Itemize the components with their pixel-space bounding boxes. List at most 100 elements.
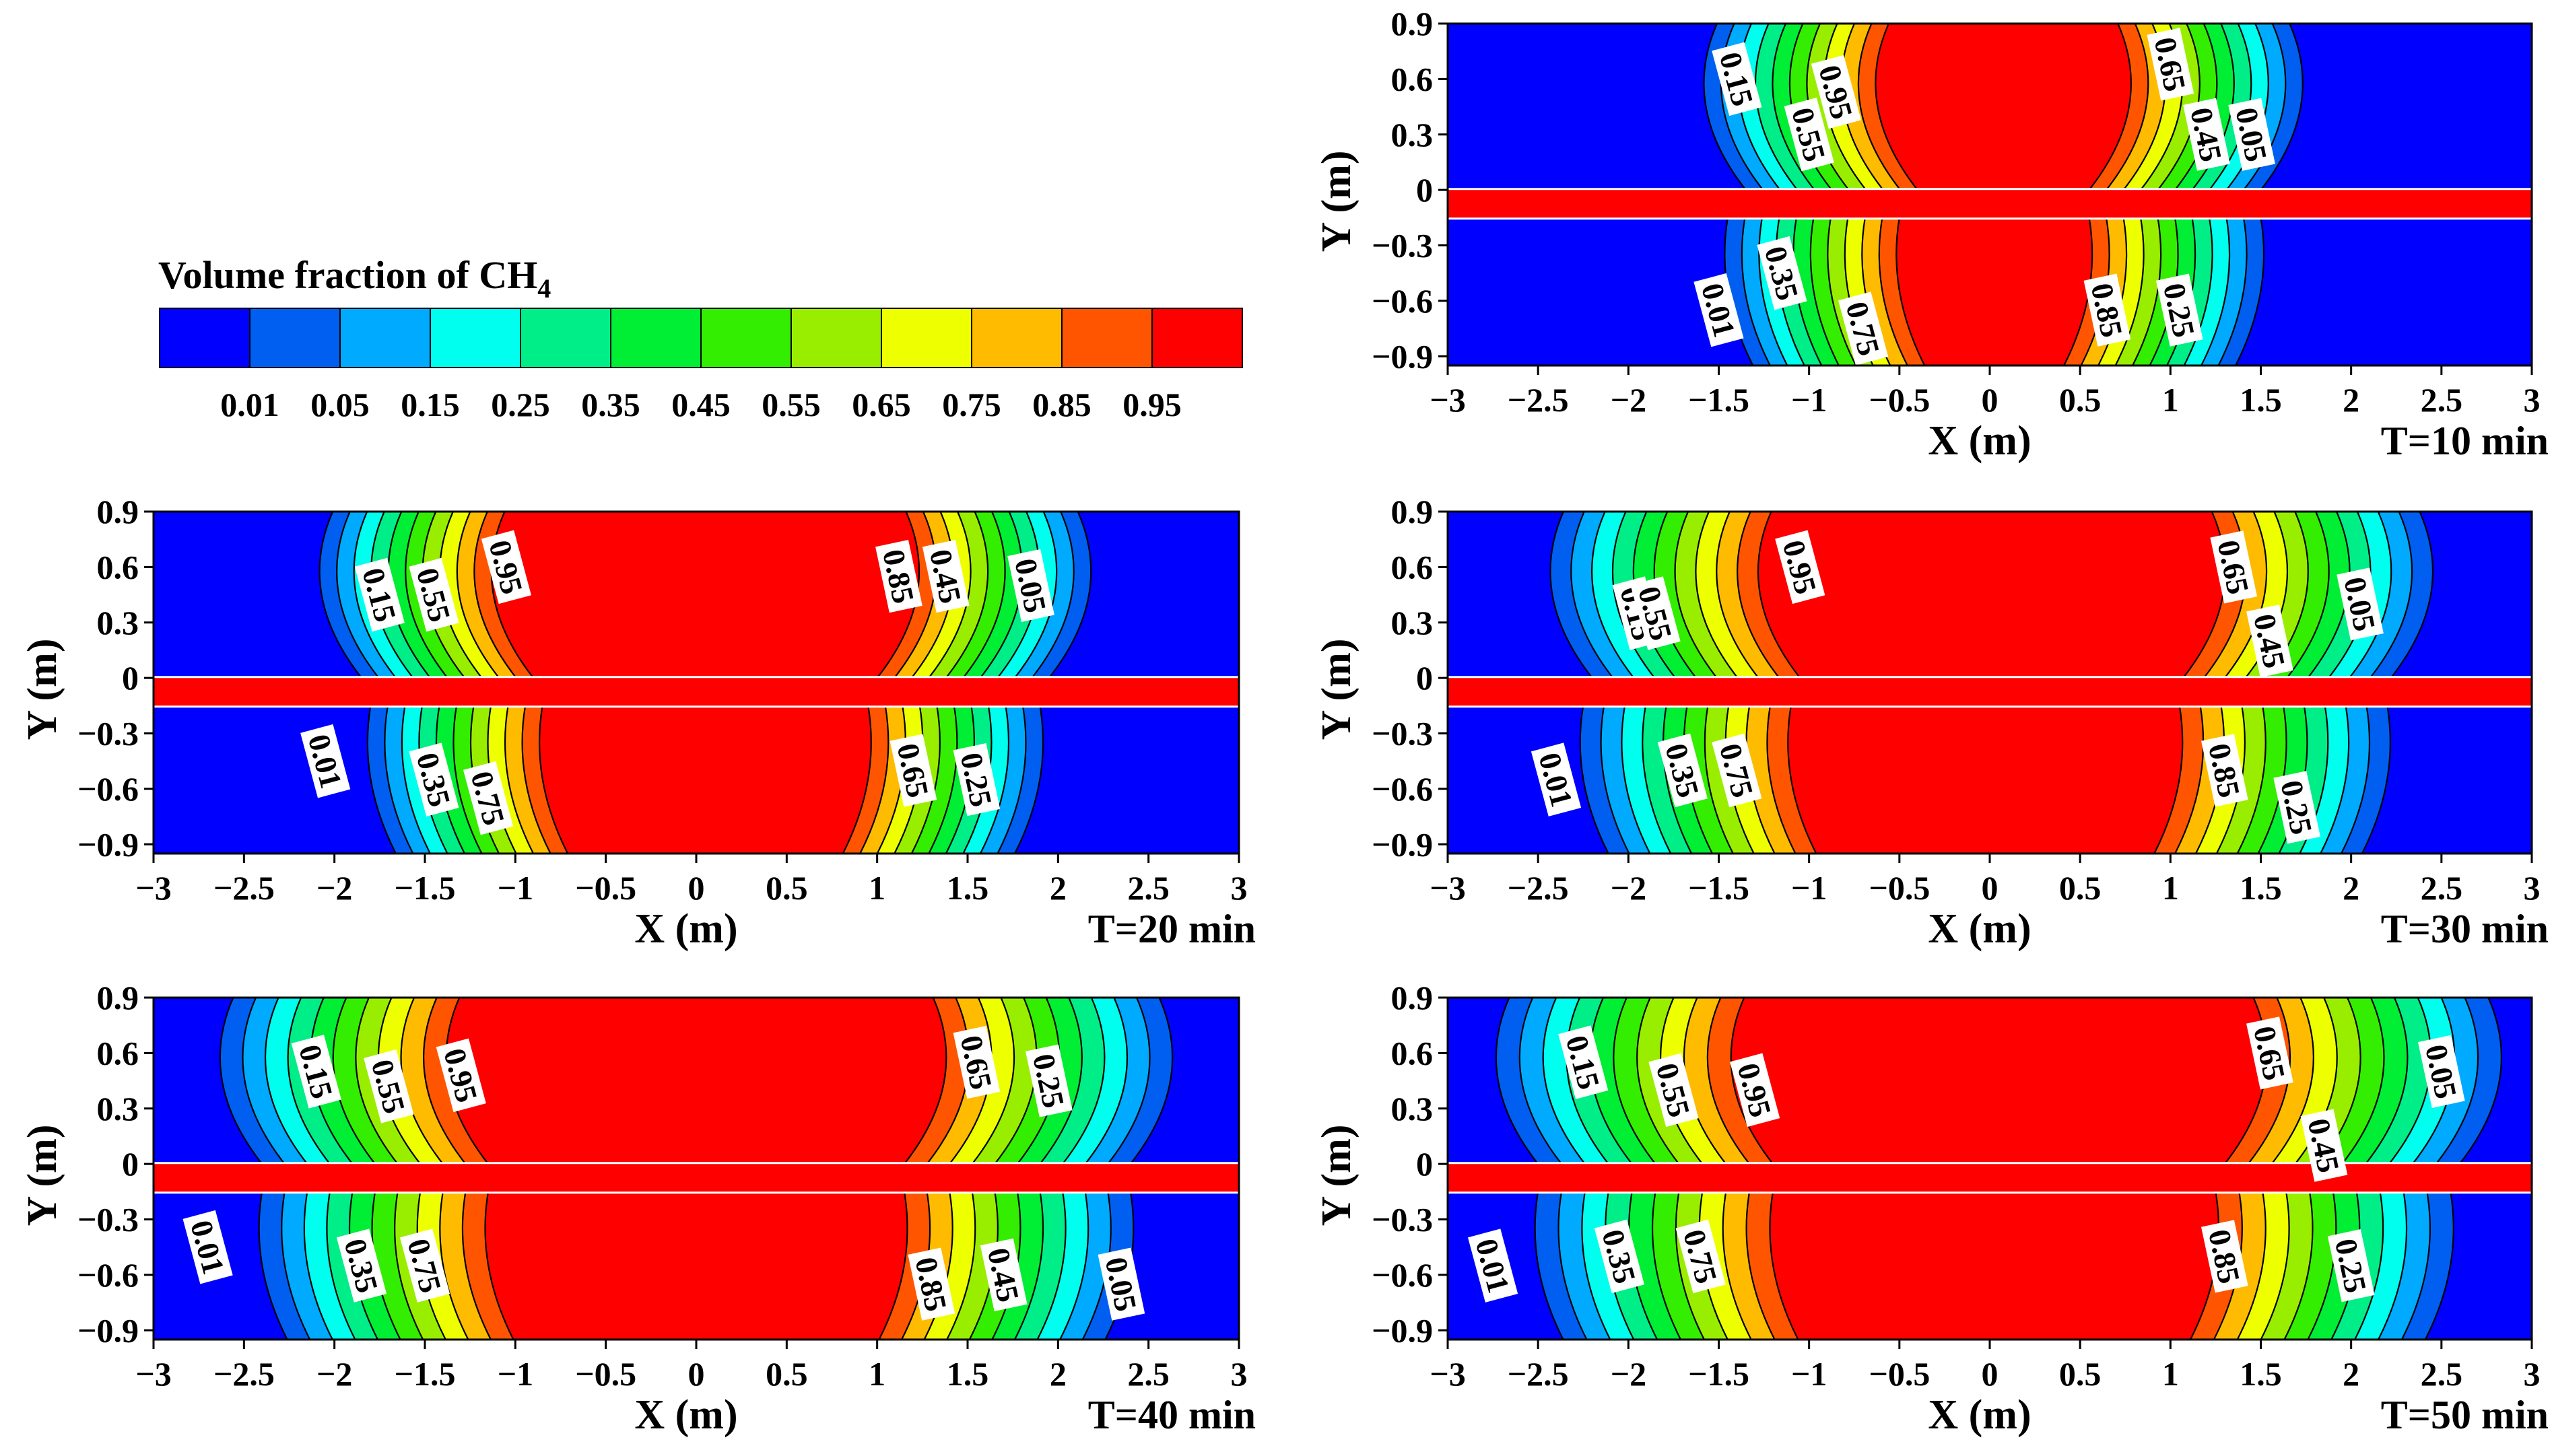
contour-label-bg (1730, 1053, 1780, 1128)
x-tick-label: −0.5 (1869, 869, 1930, 907)
contour-label: 0.15 (354, 557, 405, 632)
x-tick-label: −1.5 (1688, 1355, 1749, 1393)
y-tick-label: 0.6 (1391, 1034, 1434, 1072)
x-tick-label: 0.5 (2059, 869, 2102, 907)
y-tick-label: −0.3 (77, 1201, 139, 1239)
x-tick-label: −3 (1430, 1355, 1466, 1393)
x-tick-label: −3 (1430, 869, 1466, 907)
time-label: T=40 min (1088, 1393, 1256, 1437)
colorbar-level-label: 0.15 (401, 386, 460, 423)
y-tick-label: 0.3 (1391, 1090, 1434, 1128)
contour-label: 0.01 (1531, 742, 1582, 817)
x-axis-label: X (m) (634, 1392, 737, 1438)
contour-band-upper (1730, 998, 2268, 1165)
y-tick-label: 0.3 (1391, 116, 1434, 153)
time-label: T=30 min (2381, 907, 2549, 951)
contour-label-bg (2083, 273, 2131, 347)
x-tick-label: 0 (688, 1355, 705, 1393)
contour-label: 0.45 (922, 540, 970, 613)
x-tick-label: 0 (1982, 869, 1999, 907)
x-tick-label: −3 (135, 869, 172, 907)
y-tick-label: 0.9 (1391, 5, 1434, 42)
contour-label-bg (1712, 733, 1762, 808)
x-tick-label: −2 (1611, 869, 1647, 907)
contour-label-bg (481, 530, 531, 604)
contour-band-lower (538, 705, 872, 854)
y-tick-label: 0 (1416, 171, 1433, 209)
x-tick-label: 0.5 (766, 869, 808, 907)
contour-label: 0.55 (1630, 576, 1681, 650)
contour-label-bg (1693, 273, 1744, 347)
x-tick-label: 1 (869, 869, 885, 907)
x-tick-label: 0 (1982, 1355, 1999, 1393)
colorbar-level-label: 0.05 (310, 386, 370, 423)
x-tick-label: 2 (1050, 869, 1067, 907)
colorbar-level-label: 0.85 (1032, 386, 1092, 423)
x-tick-label: 3 (1231, 869, 1248, 907)
x-tick-label: 3 (2524, 381, 2541, 419)
y-tick-label: −0.9 (1372, 1311, 1433, 1349)
x-tick-label: −1 (498, 1355, 534, 1393)
contour-label-bg (2327, 1229, 2375, 1303)
colorbar-swatch (159, 308, 250, 368)
contour-label-bg (1594, 1219, 1645, 1294)
contour-label-bg (2246, 1016, 2293, 1090)
colorbar-level-label: 0.95 (1122, 386, 1182, 423)
x-tick-label: −2.5 (1508, 869, 1569, 907)
y-tick-label: 0 (1416, 659, 1433, 697)
contour-label-bg (2273, 771, 2321, 844)
contour-band-lower (1769, 1191, 2220, 1340)
x-tick-label: 1 (2162, 381, 2179, 419)
x-tick-label: −1.5 (1688, 869, 1749, 907)
plot-area: 0.15 0.55 0.95 0.85 0.45 0.050.01 0.35 0.75 0.65… (154, 512, 1239, 854)
colorbar-level-label: 0.35 (581, 386, 640, 423)
y-tick-label: −0.9 (1372, 337, 1433, 375)
contour-label-bg (2246, 604, 2293, 678)
contour-label-bg (1775, 530, 1825, 604)
x-tick-label: 2.5 (2421, 869, 2463, 907)
colorbar-swatch (339, 308, 431, 368)
contour-label-bg (889, 734, 937, 807)
contour-label-bg (1630, 576, 1681, 650)
contour-label: 0.85 (908, 1247, 955, 1321)
y-tick-label: 0.6 (1391, 548, 1434, 586)
colorbar-level-label: 0.25 (491, 386, 550, 423)
y-axis-label: Y (m) (1314, 639, 1359, 740)
y-tick-label: −0.3 (77, 715, 139, 753)
x-tick-label: 3 (2524, 869, 2541, 907)
colorbar-swatch (430, 308, 521, 368)
x-tick-label: −2 (1611, 1355, 1647, 1393)
contour-label-bg (2337, 567, 2384, 641)
y-tick-label: 0 (122, 659, 139, 697)
colorbar-swatch (791, 308, 882, 368)
pipe-strip (154, 677, 1239, 707)
contour-label-bg (354, 557, 405, 632)
x-tick-label: 2.5 (2421, 1355, 2463, 1393)
x-tick-label: −1.5 (395, 1355, 456, 1393)
x-tick-label: −1.5 (395, 869, 456, 907)
y-tick-label: −0.3 (1372, 715, 1433, 753)
x-tick-label: 1.5 (2240, 1355, 2282, 1393)
x-tick-label: −1 (498, 869, 534, 907)
x-tick-label: −3 (135, 1355, 172, 1393)
x-tick-label: 1.5 (2240, 381, 2282, 419)
contour-label-bg (1026, 1044, 1073, 1117)
contour-label-bg (1784, 97, 1834, 172)
x-tick-label: −2.5 (1508, 1355, 1569, 1393)
contour-band-upper (490, 512, 920, 679)
y-tick-label: 0.3 (97, 1090, 139, 1128)
y-tick-label: −0.3 (1372, 227, 1433, 265)
colorbar-title: Volume fraction of CH4 (158, 253, 551, 304)
contour-label-bg (2201, 734, 2248, 807)
x-tick-label: −3 (1430, 381, 1466, 419)
x-tick-label: 2 (2343, 381, 2359, 419)
contour-label: 0.15 (291, 1035, 341, 1109)
x-tick-label: −1 (1791, 381, 1827, 419)
contour-label-bg (1531, 742, 1582, 817)
x-tick-label: −2.5 (1508, 381, 1569, 419)
contour-band-lower (1787, 705, 2184, 854)
plot-area: 0.15 0.55 0.95 0.65 0.250.01 0.35 0.75 0.85 0.45… (154, 998, 1239, 1340)
x-tick-label: −2 (1611, 381, 1647, 419)
contour-band-upper (1757, 512, 2226, 679)
x-tick-label: −2.5 (213, 1355, 275, 1393)
